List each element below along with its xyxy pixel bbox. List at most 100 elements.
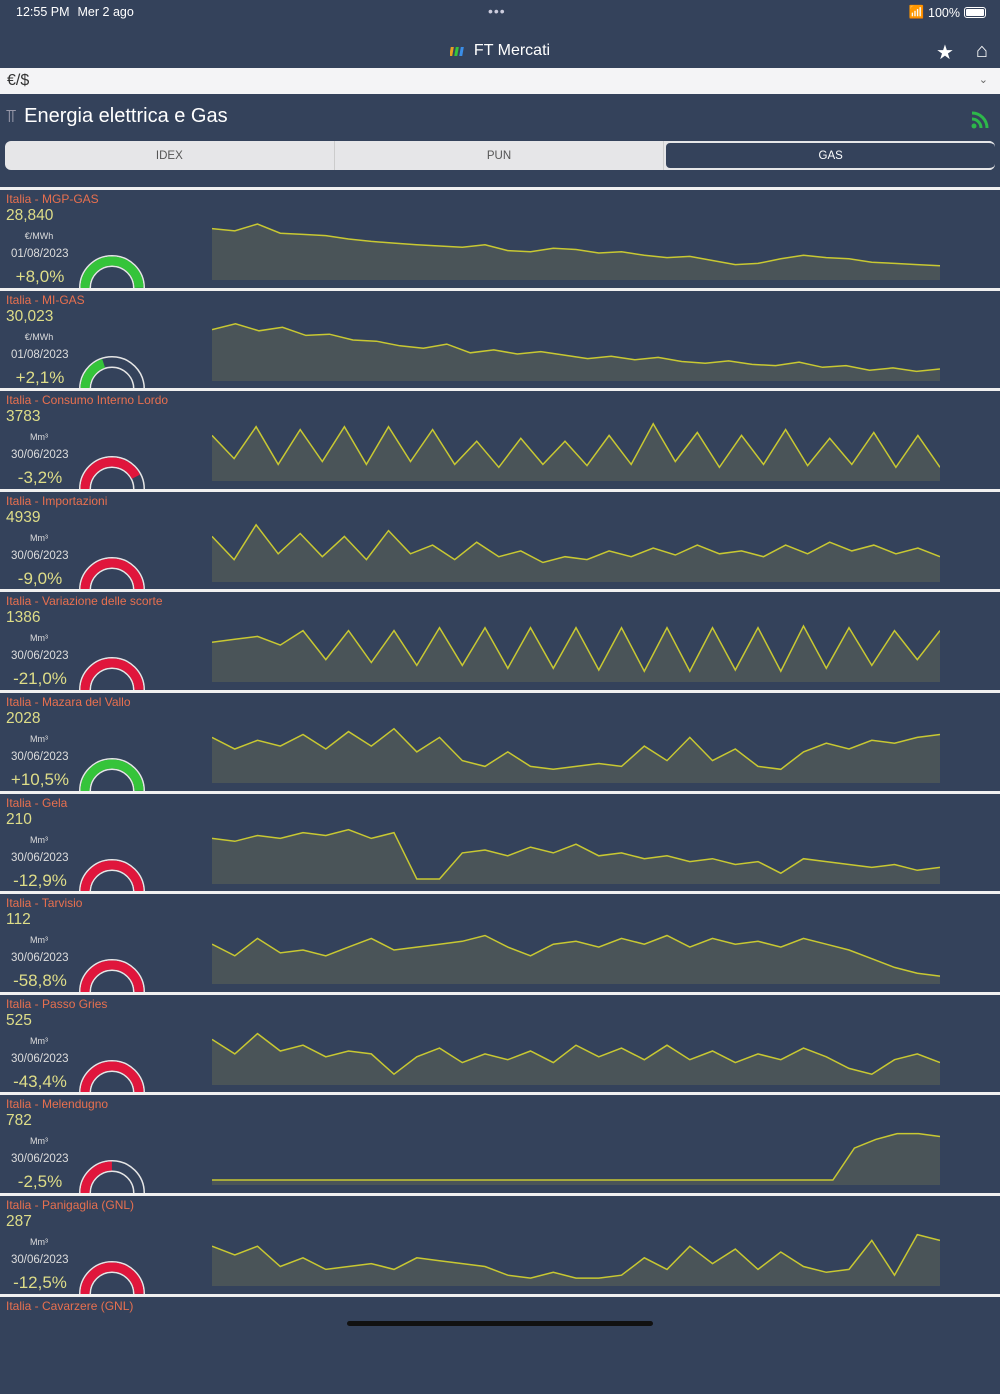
sparkline-chart (212, 624, 940, 683)
sparkline-chart (212, 523, 940, 582)
sparkline-chart (212, 727, 940, 783)
gauge-fill (80, 1061, 144, 1094)
tab-pun[interactable]: PUN (335, 141, 665, 170)
gauge (79, 255, 145, 289)
battery-percent: 100% (928, 5, 960, 20)
currency-select[interactable]: €/$ ⌄ (0, 68, 1000, 94)
power-pylon-icon: ⫪ (6, 106, 17, 126)
row-unit: €/MWh (24, 331, 54, 342)
row-value: 4939 (6, 508, 41, 526)
row-change: +10,5% (10, 770, 70, 789)
row-title: Italia - Melendugno (6, 1097, 109, 1112)
row-unit: Mm³ (30, 935, 48, 946)
row-value: 525 (6, 1011, 32, 1029)
sparkline-area (212, 829, 940, 884)
gauge-fill (80, 759, 144, 792)
row-unit: €/MWh (24, 231, 54, 241)
battery-icon (964, 7, 986, 18)
sparkline-area (212, 626, 940, 683)
row-title: Italia - Cavarzere (GNL) (6, 1298, 134, 1313)
gauge (79, 959, 145, 993)
row-value: 1386 (6, 609, 41, 627)
gas-market-row[interactable]: Italia - Melendugno 782 Mm³ 30/06/2023 -2,5% (0, 1092, 1000, 1194)
sparkline-area (212, 423, 940, 482)
row-unit: Mm³ (30, 834, 48, 845)
sparkline-chart (212, 1032, 940, 1085)
gauge (79, 758, 145, 792)
gas-market-row[interactable]: Italia - Mazara del Vallo 2028 Mm³ 30/06/20… (0, 690, 1000, 792)
gauge-fill (80, 457, 144, 490)
row-change: +2,1% (15, 367, 65, 387)
gauge (79, 1160, 145, 1194)
row-unit: Mm³ (30, 1136, 48, 1147)
multitasking-dots-icon[interactable]: ••• (488, 3, 506, 19)
row-change: -43,4% (13, 1071, 67, 1091)
chevron-down-icon: ⌄ (978, 74, 988, 86)
row-title: Italia - Consumo Interno Lordo (6, 393, 169, 408)
row-value: 3783 (6, 408, 41, 426)
row-value: 210 (6, 810, 32, 828)
gas-market-row[interactable]: Italia - MI-GAS 30,023 €/MWh 01/08/2023 +2,1… (0, 287, 1000, 389)
row-title: Italia - Tarvisio (6, 896, 83, 911)
app-title: FT Mercati (473, 42, 551, 59)
gauge-fill (80, 558, 144, 591)
gas-market-row[interactable]: Italia - Gela 210 Mm³ 30/06/2023 -12,9% (0, 790, 1000, 892)
status-time: 12:55 PM (16, 5, 70, 19)
status-date: Mer 2 ago (77, 5, 134, 19)
gas-market-row[interactable]: Italia - Passo Gries 525 Mm³ 30/06/2023 -43,… (0, 991, 1000, 1094)
row-date: 30/06/2023 (11, 952, 69, 965)
gas-market-row[interactable]: Italia - Importazioni 4939 Mm³ 30/06/2023 -9… (0, 488, 1000, 591)
sparkline-area (212, 1133, 940, 1186)
row-unit: Mm³ (30, 1237, 48, 1247)
sparkline-line (212, 523, 940, 564)
tab-gas[interactable]: GAS (664, 141, 996, 170)
row-title: Italia - MI-GAS (6, 292, 85, 307)
gas-market-row[interactable]: Italia - Tarvisio 112 Mm³ 30/06/2023 -58,8% (0, 891, 1000, 993)
row-date: 30/06/2023 (11, 1052, 69, 1065)
sparkline-chart (212, 223, 940, 280)
gas-market-row[interactable]: Italia - Panigaglia (GNL) 287 Mm³ 30/06/202… (0, 1193, 1000, 1295)
gauge (79, 858, 145, 892)
sparkline-line (212, 223, 940, 267)
home-indicator[interactable] (347, 1321, 653, 1326)
sparkline-chart (212, 322, 940, 381)
row-date: 01/08/2023 (11, 348, 69, 361)
sparkline-line (212, 322, 940, 372)
row-unit: Mm³ (30, 532, 48, 543)
star-icon[interactable]: ★ (935, 42, 954, 64)
gas-market-row[interactable]: Italia - Consumo Interno Lordo 3783 Mm³ 30/… (0, 388, 1000, 490)
gauge-fill (80, 658, 144, 691)
row-date: 30/06/2023 (11, 751, 69, 763)
row-value: 112 (6, 911, 31, 929)
gas-market-row[interactable]: Italia - MGP-GAS 28,840 €/MWh 01/08/2023 +8,… (0, 187, 1000, 289)
gauge-fill (80, 1161, 144, 1194)
row-title: Italia - MGP-GAS (6, 192, 99, 206)
row-value: 782 (6, 1112, 32, 1130)
gauge (79, 456, 145, 490)
app-logo-icon (449, 47, 464, 56)
sparkline-line (212, 727, 940, 771)
row-value: 28,840 (6, 207, 54, 224)
gas-market-row[interactable]: Italia - Cavarzere (GNL) (0, 1293, 1000, 1394)
row-date: 30/06/2023 (11, 1153, 69, 1166)
currency-value: €/$ (7, 72, 30, 89)
row-change: -12,5% (13, 1273, 67, 1292)
sparkline-area (212, 728, 940, 783)
row-title: Italia - Mazara del Vallo (6, 695, 131, 709)
row-change: -21,0% (13, 669, 67, 689)
rss-icon[interactable] (970, 110, 990, 130)
row-title: Italia - Variazione delle scorte (6, 594, 163, 609)
gas-market-row[interactable]: Italia - Variazione delle scorte 1386 Mm³ 3… (0, 589, 1000, 691)
sparkline-area (212, 935, 940, 985)
home-icon[interactable]: ⌂ (975, 40, 988, 62)
row-date: 01/08/2023 (11, 248, 69, 260)
row-change: -12,9% (13, 870, 67, 890)
row-unit: Mm³ (30, 633, 48, 644)
sparkline-line (212, 422, 940, 469)
gauge-fill (80, 960, 144, 993)
sparkline-line (212, 1233, 940, 1279)
sparkline-line (212, 1032, 940, 1075)
tab-idex[interactable]: IDEX (5, 141, 335, 170)
gauge (79, 1059, 145, 1094)
gauge (79, 556, 145, 591)
